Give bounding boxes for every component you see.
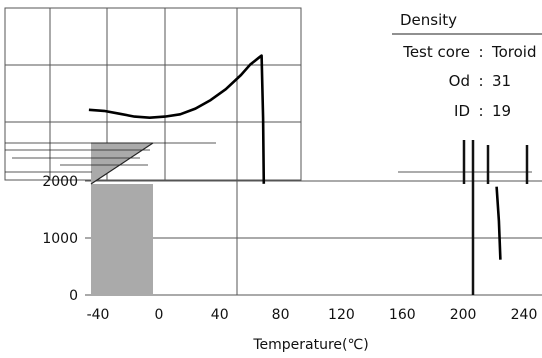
legend-value-test-core: Toroid	[491, 43, 537, 61]
lower-grid	[85, 180, 542, 296]
legend-label-od: Od	[449, 72, 470, 90]
legend-label-id: ID	[454, 102, 470, 120]
x-tick-label: 200	[450, 307, 477, 323]
upper-grid	[4, 7, 302, 181]
legend-sep-test-core: :	[478, 43, 483, 61]
legend-value-id: 19	[492, 102, 511, 120]
x-tick-label: -40	[87, 307, 110, 323]
series-layer	[88, 54, 502, 260]
right-bars	[462, 140, 529, 295]
legend-sep-od: :	[478, 72, 483, 90]
x-tick-label: 40	[211, 307, 229, 323]
x-tick-label: 0	[154, 307, 163, 323]
legend: Density Test core : Toroid Od : 31 ID : …	[392, 8, 542, 120]
legend-title: Density	[400, 11, 457, 29]
x-tick-label: 160	[389, 307, 416, 323]
series-line-1	[495, 186, 502, 260]
x-tick-label: 240	[511, 307, 538, 323]
y-tick-label: 2000	[42, 174, 78, 190]
x-tick-label: 80	[272, 307, 290, 323]
legend-value-od: 31	[492, 72, 511, 90]
legend-label-test-core: Test core	[402, 43, 470, 61]
y-tick-label: 1000	[42, 231, 78, 247]
tick-layer: -40 0 40 80 120 160 200 240 0 1000 2000	[42, 174, 537, 323]
gray-patch	[90, 142, 154, 295]
y-tick-label: 0	[69, 288, 78, 304]
legend-sep-id: :	[478, 102, 483, 120]
series-line-0	[88, 54, 266, 184]
scan-artifacts	[5, 142, 532, 173]
x-tick-label: 120	[328, 307, 355, 323]
x-axis-label: Temperature(℃)	[252, 337, 368, 353]
